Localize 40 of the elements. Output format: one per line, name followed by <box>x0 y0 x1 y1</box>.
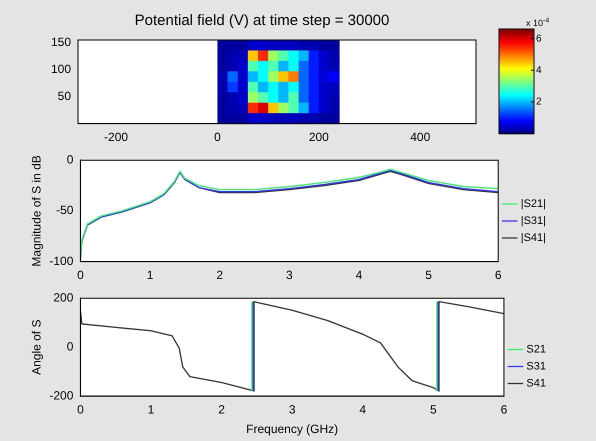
legend-label: S31 <box>526 360 546 373</box>
y-tick-label: 0 <box>66 152 74 167</box>
x-tick-label: 400 <box>410 130 431 144</box>
x-tick-label: 1 <box>148 402 155 417</box>
x-tick-label: 4 <box>356 268 363 282</box>
color-bar-label: 4 <box>536 64 542 76</box>
y-axis-title: Magnitude of S in dB <box>30 155 44 267</box>
y-tick-label: 100 <box>50 62 72 76</box>
x-tick-label: 6 <box>500 402 508 417</box>
x-tick-label: 200 <box>308 130 330 144</box>
x-tick-label: 1 <box>146 268 154 282</box>
x-tick-label: 0 <box>214 130 222 144</box>
chart-title: Potential field (V) at time step = 30000 <box>134 12 390 30</box>
y-tick-label: 50 <box>58 88 72 103</box>
legend-label: |S31| <box>520 215 546 228</box>
legend-label: S41 <box>526 378 546 390</box>
legend-label: S21 <box>526 344 546 356</box>
x-tick-label: 2 <box>218 402 226 417</box>
x-tick-label: 3 <box>286 268 293 282</box>
x-tick-label: 2 <box>216 268 224 282</box>
x-tick-label: 5 <box>430 402 437 417</box>
x-tick-label: 0 <box>77 268 84 282</box>
y-tick-label: -100 <box>49 254 74 268</box>
y-tick-label: -50 <box>56 203 74 218</box>
y-axis-title: Angle of S <box>30 320 44 375</box>
x-tick-label: 0 <box>77 402 84 417</box>
y-tick-label: 0 <box>66 340 74 354</box>
color-bar-label: 6 <box>536 33 542 44</box>
color-bar-label: 2 <box>536 96 542 108</box>
x-tick-label: 4 <box>359 402 366 417</box>
legend-label: |S21| <box>520 198 546 210</box>
x-tick-label: 3 <box>288 402 296 417</box>
y-tick-label: -200 <box>49 388 74 403</box>
x-tick-label: 6 <box>494 268 502 282</box>
x-tick-label: 5 <box>425 268 432 282</box>
x-tick-label: -200 <box>104 130 128 144</box>
y-tick-label: 150 <box>50 35 72 50</box>
y-tick-label: 200 <box>53 290 74 305</box>
x-axis-title: Frequency (GHz) <box>246 422 338 436</box>
legend-label: |S41| <box>520 232 546 244</box>
